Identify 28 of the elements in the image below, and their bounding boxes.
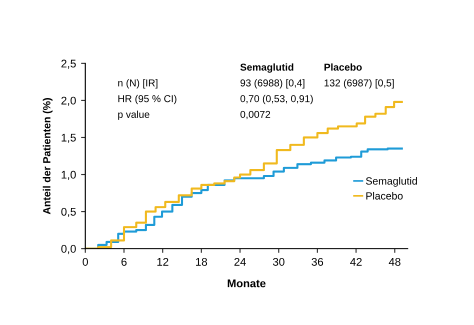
- y-tick-label: 1,5: [62, 134, 76, 143]
- x-tick-label: 48: [388, 258, 400, 266]
- x-tick-label: 42: [350, 258, 362, 266]
- annotation: Semaglutid: [240, 63, 294, 73]
- y-tick-label: 1,0: [62, 170, 76, 180]
- y-tick-label: 0,5: [61, 208, 76, 218]
- x-tick-label: 12: [157, 258, 168, 266]
- x-axis-title: Monate: [228, 280, 266, 288]
- annotation: 93 (6988) [0,4]: [240, 79, 304, 88]
- y-tick-label: 2,5: [61, 60, 76, 69]
- x-tick-label: 24: [234, 258, 246, 266]
- annotation: HR (95 % CI): [118, 94, 176, 104]
- annotation: 0,70 (0,53, 0,91): [240, 94, 313, 104]
- legend-label: Semaglutid: [366, 177, 417, 187]
- y-tick-label: 0,0: [61, 244, 76, 254]
- annotation: 132 (6987) [0,5]: [324, 79, 394, 88]
- x-tick-label: 36: [312, 258, 324, 266]
- y-tick-label: 2,0: [61, 96, 76, 106]
- legend-label: Placebo: [366, 192, 403, 200]
- x-tick-label: 6: [121, 258, 127, 266]
- annotation: Placebo: [324, 63, 362, 71]
- x-tick-label: 30: [272, 258, 284, 266]
- annotation: 0,0072: [240, 110, 270, 120]
- x-tick-label: 0: [82, 258, 88, 266]
- x-tick-label: 18: [196, 258, 208, 266]
- annotation: p value: [118, 110, 150, 120]
- annotation: n (N) [IR]: [118, 79, 158, 88]
- y-axis-title: Anteil der Patienten (%): [42, 98, 53, 214]
